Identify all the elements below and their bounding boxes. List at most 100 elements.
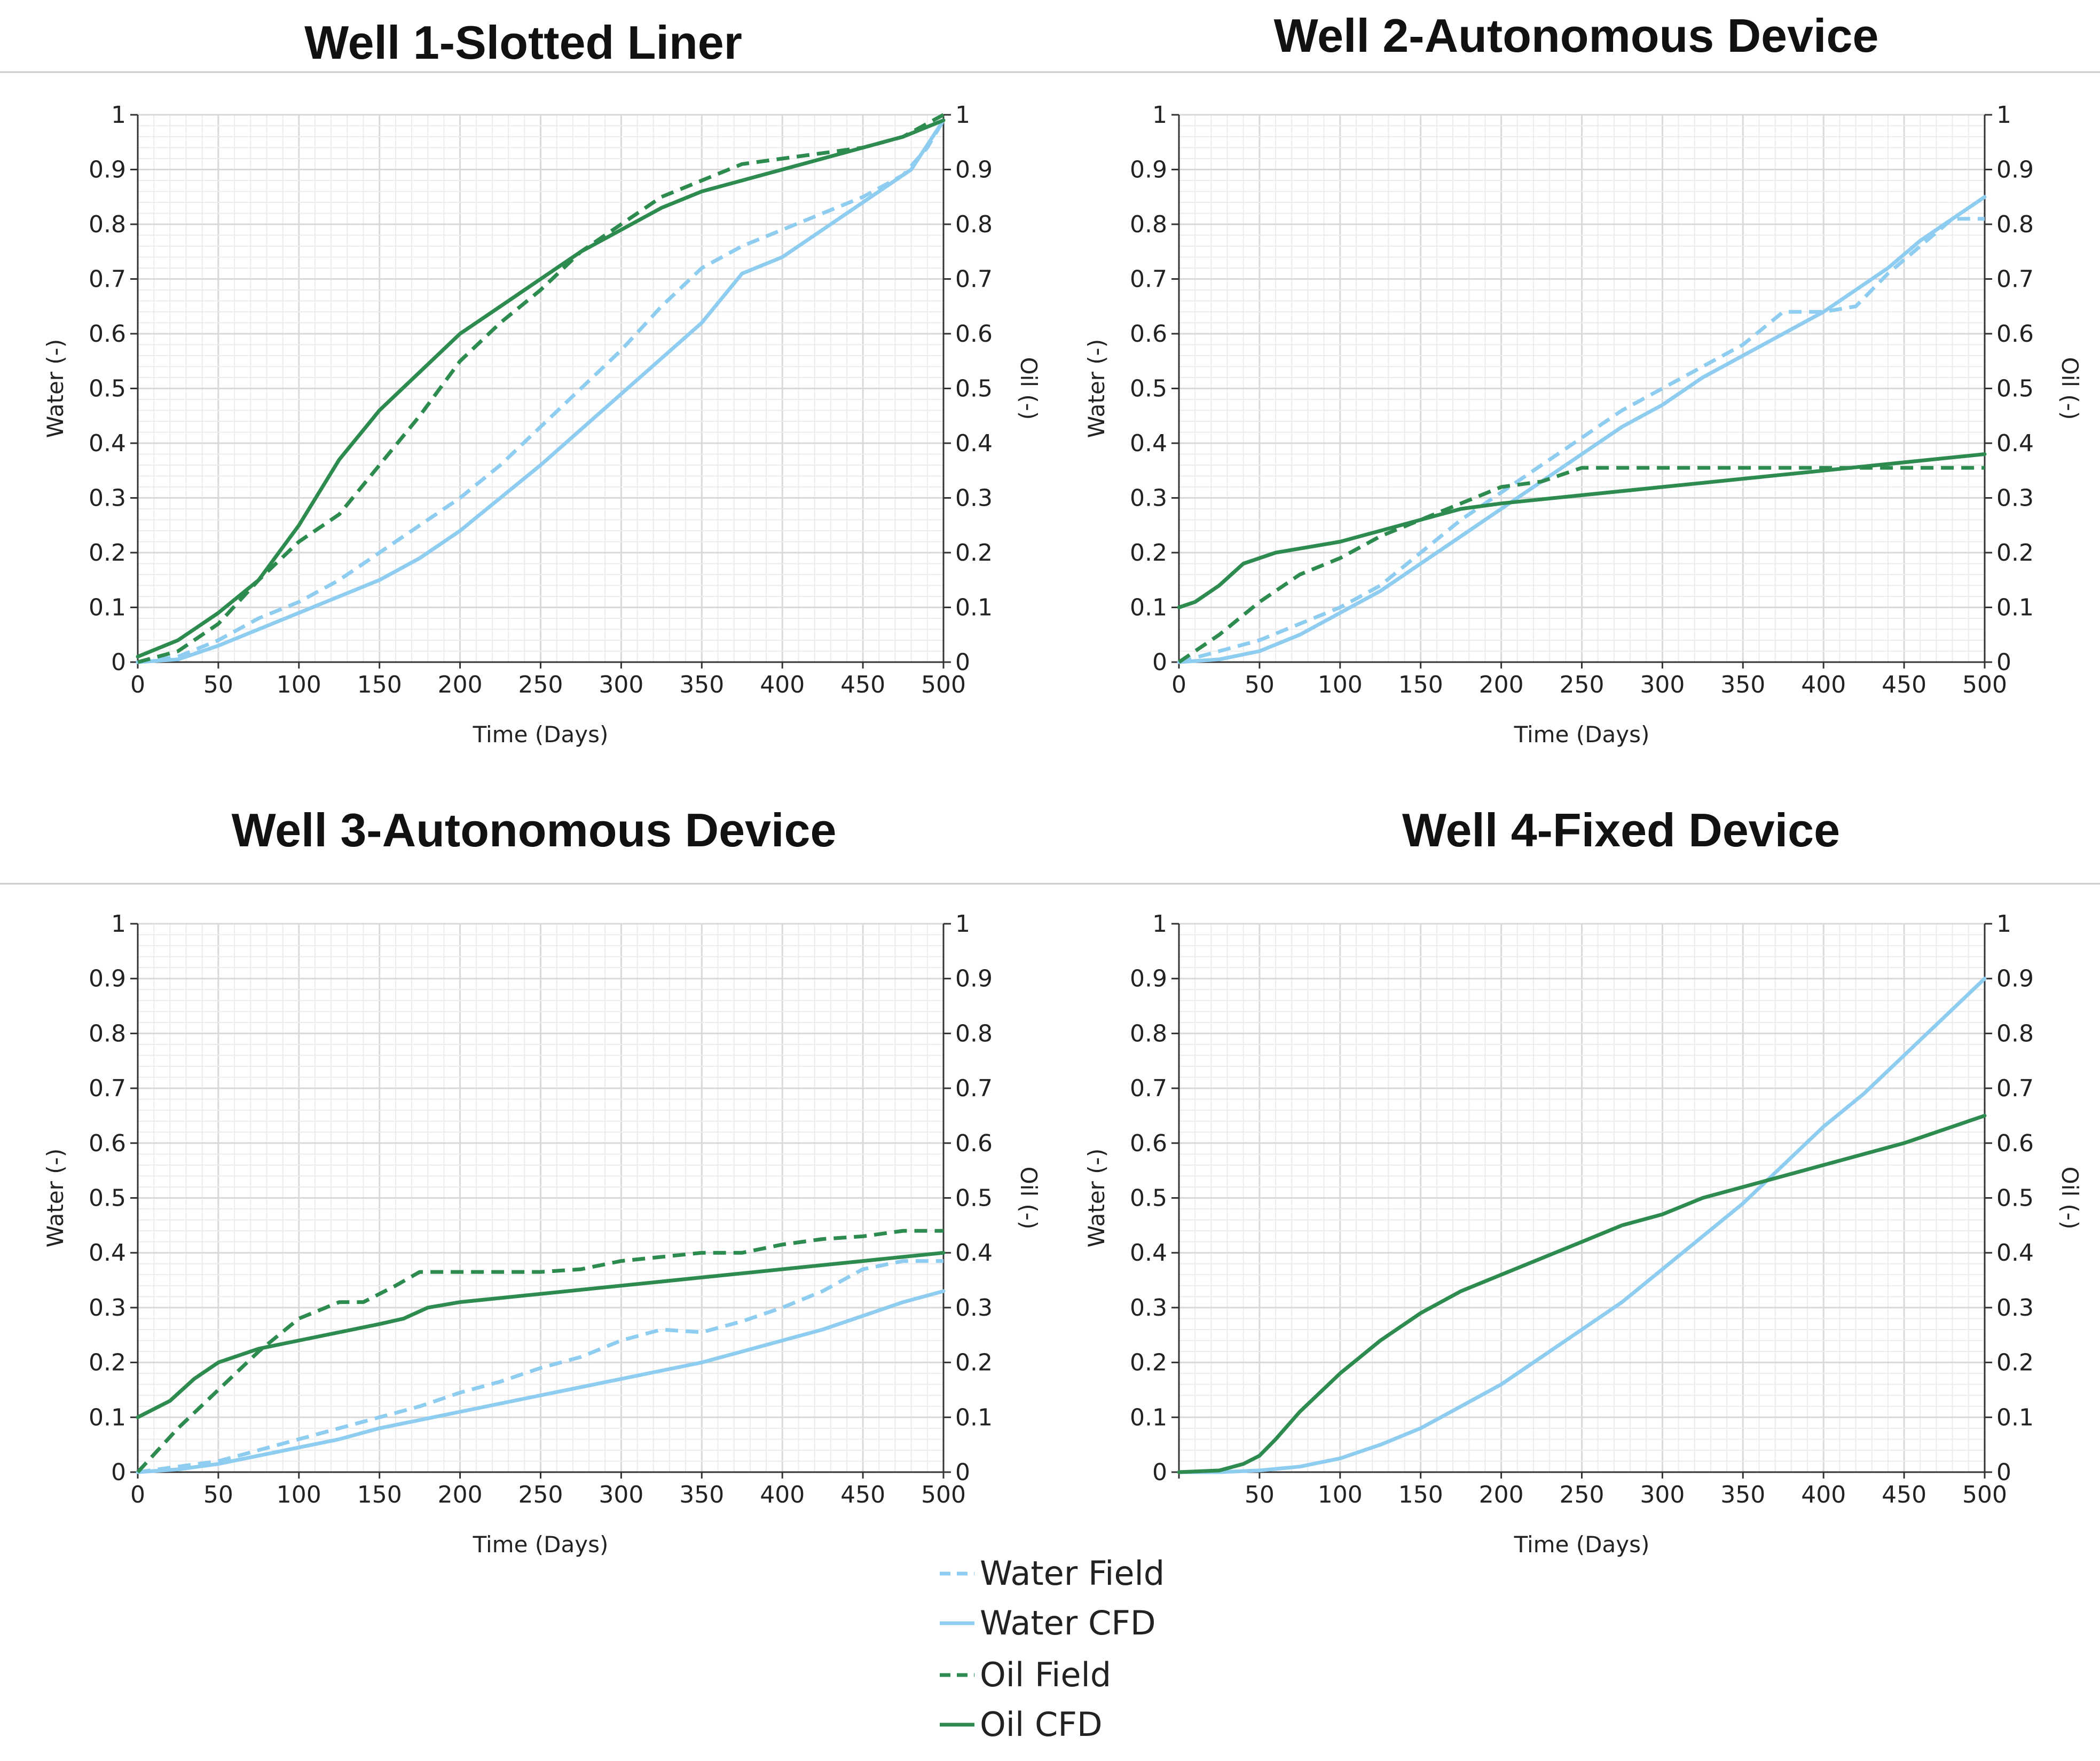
y-tick-label-right: 0.3 — [955, 485, 993, 512]
y-tick-label-left: 0.5 — [1130, 375, 1167, 403]
x-axis-label: Time (Days) — [473, 721, 609, 748]
y-tick-label-left: 0.8 — [1130, 1020, 1167, 1047]
x-tick-label: 450 — [840, 671, 885, 698]
y-tick-label-left: 0 — [111, 1459, 126, 1486]
y-tick-label-left: 0.8 — [89, 1020, 126, 1047]
y-tick-label-right: 0.3 — [1996, 485, 2034, 512]
x-tick-label: 300 — [599, 1481, 643, 1508]
y-tick-label-left: 1 — [111, 910, 126, 938]
series-line-oil-cfd — [1177, 452, 1987, 609]
chart-title: Well 3-Autonomous Device — [232, 804, 837, 856]
y-tick-label-left: 1 — [111, 101, 126, 129]
y-tick-label-right: 0.1 — [1996, 1404, 2034, 1431]
y-tick-label-left: 0.2 — [89, 539, 126, 567]
y-tick-label-left: 1 — [1152, 101, 1167, 129]
x-tick-label: 500 — [1962, 671, 2007, 698]
legend-label: Water Field — [980, 1554, 1165, 1593]
y-tick-label-left: 0.9 — [1130, 156, 1167, 184]
y-axis-label-left: Water (-) — [42, 1149, 68, 1247]
y-tick-label-left: 0.4 — [89, 1239, 126, 1267]
series-line-oil-cfd — [136, 1251, 946, 1419]
y-tick-label-right: 0.1 — [1996, 594, 2034, 622]
chart-well-4: Well 4-Fixed Device 0 0 0.1 0.1 0.2 0.2 0.3 0.3… — [1083, 804, 2083, 1558]
y-tick-label-right: 0.5 — [955, 375, 993, 403]
series-line-oil-cfd — [1177, 1113, 1987, 1474]
x-axis-label: Time (Days) — [1514, 1531, 1650, 1558]
y-tick-label-left: 0.3 — [1130, 1294, 1167, 1322]
x-tick-label: 100 — [1318, 671, 1363, 698]
y-tick-label-left: 0.3 — [1130, 485, 1167, 512]
y-axis-label-right: Oil (-) — [1016, 1167, 1042, 1230]
legend: Water Field Water CFD Oil Field Oil CFD — [940, 1554, 1165, 1744]
x-tick-label: 200 — [438, 1481, 483, 1508]
chart-well-2: Well 2-Autonomous Device 0 00.1 0.10.2 0.20… — [1083, 9, 2083, 748]
y-tick-label-left: 0.7 — [1130, 1075, 1167, 1102]
y-tick-label-right: 0.8 — [1996, 211, 2034, 238]
y-tick-label-right: 0.9 — [1996, 156, 2034, 184]
x-axis-label: Time (Days) — [473, 1531, 609, 1558]
y-axis-label-right: Oil (-) — [2057, 1167, 2083, 1230]
y-tick-label-left: 0.8 — [89, 211, 126, 238]
y-tick-label-right: 0.1 — [955, 1404, 993, 1431]
y-tick-label-left: 0 — [1152, 649, 1167, 676]
x-tick-label: 50 — [1245, 1481, 1275, 1508]
series-line-water-field — [137, 1259, 943, 1474]
y-tick-label-right: 0.6 — [955, 1130, 993, 1157]
x-tick-label: 350 — [679, 1481, 724, 1508]
y-tick-label-right: 0.3 — [955, 1294, 993, 1322]
y-tick-label-right: 0.4 — [1996, 430, 2034, 457]
y-tick-label-left: 0 — [111, 649, 126, 676]
x-tick-label: 250 — [1560, 1481, 1605, 1508]
y-tick-label-right: 0.8 — [955, 211, 993, 238]
y-tick-label-right: 0.5 — [1996, 1185, 2034, 1212]
chart-well-3: Well 3-Autonomous Device 0 00.1 0.10.2 0.20… — [42, 804, 1042, 1558]
y-tick-label-right: 0.2 — [1996, 539, 2034, 567]
y-tick-label-left: 0.9 — [89, 965, 126, 993]
y-tick-label-right: 1 — [955, 910, 970, 938]
x-tick-label: 200 — [1479, 1481, 1524, 1508]
y-tick-label-right: 0 — [1996, 1459, 2011, 1486]
y-tick-label-left: 0.6 — [1130, 320, 1167, 348]
y-tick-label-left: 0.2 — [1130, 1349, 1167, 1377]
legend-item-oil-cfd: Oil CFD — [940, 1705, 1103, 1744]
legend-item-water-cfd: Water CFD — [940, 1603, 1156, 1642]
y-tick-label-left: 0.1 — [1130, 1404, 1167, 1431]
y-tick-label-right: 0.4 — [955, 1239, 993, 1267]
y-tick-label-left: 0.7 — [89, 266, 126, 293]
x-tick-label: 400 — [760, 1481, 805, 1508]
y-tick-label-left: 0.6 — [1130, 1130, 1167, 1157]
y-tick-label-right: 1 — [1996, 101, 2011, 129]
y-tick-label-right: 0.2 — [955, 539, 993, 567]
x-tick-label: 250 — [518, 1481, 563, 1508]
y-tick-label-right: 0.7 — [955, 1075, 993, 1102]
x-tick-label: 500 — [921, 671, 966, 698]
x-tick-label: 200 — [1479, 671, 1524, 698]
x-tick-label: 250 — [518, 671, 563, 698]
y-tick-label-right: 0.9 — [1996, 965, 2034, 993]
x-tick-label: 300 — [599, 671, 643, 698]
x-tick-label: 450 — [1882, 671, 1926, 698]
series-line-water-cfd — [1177, 977, 1987, 1474]
y-tick-label-left: 0.6 — [89, 1130, 126, 1157]
y-tick-label-left: 0.4 — [1130, 430, 1167, 457]
y-tick-label-left: 0.3 — [89, 485, 126, 512]
y-tick-label-right: 0.6 — [955, 320, 993, 348]
y-tick-label-left: 0.7 — [89, 1075, 126, 1102]
x-tick-label: 150 — [357, 1481, 402, 1508]
legend-label: Water CFD — [980, 1603, 1156, 1642]
y-tick-label-left: 0.9 — [1130, 965, 1167, 993]
legend-item-water-field: Water Field — [940, 1554, 1165, 1593]
x-tick-label: 500 — [921, 1481, 966, 1508]
series-line-water-cfd — [1177, 195, 1987, 664]
series-line-oil-cfd — [136, 118, 946, 659]
x-tick-label: 450 — [1882, 1481, 1926, 1508]
y-tick-label-right: 1 — [1996, 910, 2011, 938]
y-tick-label-right: 1 — [955, 101, 970, 129]
y-tick-label-right: 0 — [1996, 649, 2011, 676]
x-tick-label: 50 — [203, 671, 233, 698]
x-tick-label: 500 — [1962, 1481, 2007, 1508]
y-tick-label-left: 0.2 — [1130, 539, 1167, 567]
y-tick-label-right: 0.5 — [1996, 375, 2034, 403]
series-line-oil-field — [1178, 466, 1985, 664]
